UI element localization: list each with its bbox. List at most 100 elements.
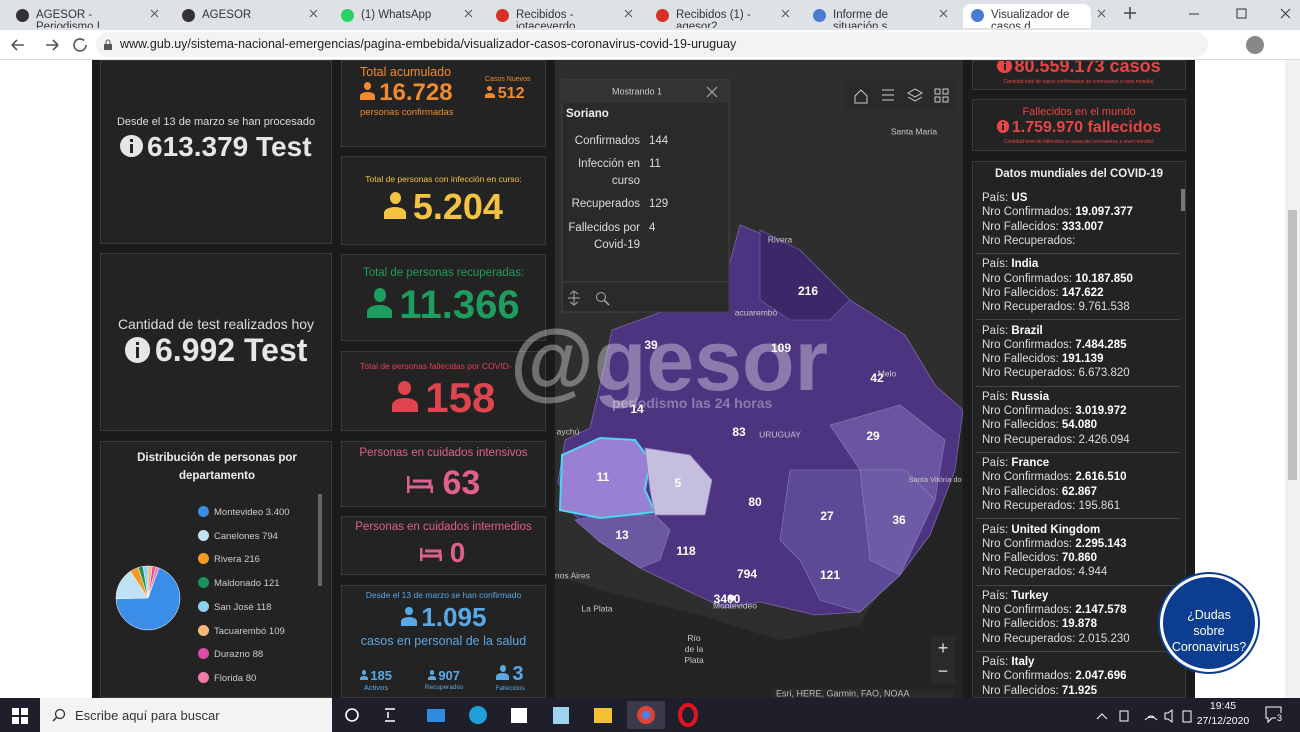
tab[interactable]: AGESOR - Periodismo I (8, 4, 144, 28)
layers-button[interactable] (906, 88, 924, 102)
legend-button[interactable] (882, 89, 894, 101)
legend-name: Tacuarembó (214, 625, 267, 637)
new-value: 512 (485, 85, 524, 103)
tray-icons[interactable] (1095, 708, 1195, 724)
city-marker (729, 595, 735, 601)
nav-buttons[interactable] (10, 37, 90, 53)
label: Cantidad de test realizados hoy (117, 316, 315, 332)
shape (1124, 7, 1136, 19)
search-box[interactable] (40, 698, 332, 732)
value: 80.559.173 casos (973, 61, 1185, 77)
tab[interactable]: Recibidos - jotaceverdo (488, 4, 618, 28)
home-button[interactable] (854, 89, 868, 104)
zoom-out[interactable]: − (938, 661, 949, 681)
pan-icon[interactable] (568, 290, 580, 306)
qr-button[interactable] (934, 88, 949, 103)
department-count: 80 (748, 495, 762, 509)
tab-icon (341, 9, 354, 22)
shape (464, 9, 473, 18)
popup-value: 4 (649, 222, 656, 234)
department-count: 83 (732, 425, 746, 439)
new-tab-button[interactable] (1123, 3, 1137, 26)
bed-icon (406, 476, 434, 493)
tab[interactable]: Recibidos (1) - agesor2 (648, 4, 775, 28)
close-icon (150, 9, 159, 18)
value: 11.366 (342, 283, 545, 328)
popup (561, 79, 730, 313)
label-line: Fallecidos por (568, 222, 640, 234)
shape (642, 711, 650, 719)
tab-close[interactable] (150, 9, 159, 21)
notification-icon[interactable] (1264, 705, 1284, 725)
tab-title: AGESOR (202, 9, 252, 21)
notification-count: 3 (1276, 713, 1284, 723)
world-deaths-card: Fallecidos en el mundo 1.759.970 falleci… (972, 99, 1186, 151)
place-name: Melo (878, 368, 897, 378)
value-text: 6.992 Test (155, 332, 308, 368)
start-button[interactable] (12, 708, 28, 724)
shape (104, 44, 112, 50)
popup-label: Recuperados (572, 198, 641, 210)
shape (54, 708, 66, 720)
icu-card: Personas en cuidados intensivos 63 (341, 441, 546, 507)
url: www.gub.uy/sistema-nacional-emergencias/… (120, 37, 737, 51)
shape (624, 9, 633, 18)
close-icon (624, 9, 633, 18)
label: Personas en cuidados intermedios (355, 521, 532, 533)
department-count: 216 (798, 284, 818, 298)
zoom-in[interactable]: + (938, 638, 949, 658)
tab[interactable]: (1) WhatsApp (333, 4, 458, 28)
recovered-value: 907 (418, 668, 470, 683)
list-scrollbar[interactable] (318, 494, 322, 586)
tab[interactable]: AGESOR (174, 4, 303, 28)
tab-close[interactable] (309, 9, 318, 21)
place-name: acuarembó (735, 307, 778, 317)
legend-item: Canelones 794 (198, 529, 278, 542)
person-icon (400, 606, 417, 627)
popup-value: 144 (649, 135, 669, 147)
omnibox[interactable] (96, 32, 1208, 57)
active-value: 185 (354, 668, 398, 683)
tests-today-card: Cantidad de test realizados hoy 6.992 Te… (100, 253, 332, 431)
department-count: 5 (675, 476, 682, 490)
label-line: Covid-19 (594, 239, 640, 251)
profile-avatar[interactable] (1246, 36, 1264, 54)
tab-close[interactable] (624, 9, 633, 21)
legend-value: 794 (262, 530, 278, 542)
zoom-to-handle[interactable] (603, 299, 610, 306)
value-text: 11.366 (399, 283, 520, 327)
value-text: 3 (512, 663, 524, 685)
label: Total acumulado (360, 65, 452, 79)
department-count: 27 (820, 509, 834, 523)
shape (11, 39, 59, 51)
value: 1.095 (342, 602, 545, 633)
list-scrollbar[interactable] (1181, 189, 1185, 211)
tab[interactable]: Visualizador de casos d (963, 4, 1091, 28)
value-text: 1.759.970 fallecidos (1011, 119, 1162, 136)
window-controls[interactable] (1185, 6, 1290, 22)
value-text: 158 (425, 374, 496, 421)
help-button[interactable]: ¿Dudas sobre Coronavirus? (1160, 574, 1258, 672)
tab-close[interactable] (464, 9, 473, 21)
shape (511, 708, 527, 723)
tab[interactable]: Informe de situación s (805, 4, 933, 28)
selected-department[interactable] (558, 436, 657, 520)
taskbar-apps[interactable] (340, 701, 710, 729)
popup-close[interactable] (706, 86, 718, 98)
shape (1097, 9, 1106, 18)
label: Personas en cuidados intensivos (359, 447, 528, 459)
legend-swatch (198, 600, 209, 612)
legend-item: Rivera 216 (198, 553, 260, 565)
shape (73, 38, 87, 52)
tab-close[interactable] (1097, 9, 1106, 21)
distribution-title: Distribución de personas por departament… (137, 452, 297, 482)
health-card: Desde el 13 de marzo se han confirmado 1… (341, 585, 546, 698)
department-count: 11 (597, 470, 610, 484)
sub: casos en personal de la salud (360, 634, 527, 648)
value: 6.992 Test (101, 332, 331, 369)
tab-close[interactable] (939, 9, 948, 21)
tab-close[interactable] (781, 9, 790, 21)
zoom-to-icon[interactable] (596, 292, 606, 302)
scroll-thumb[interactable] (1288, 210, 1297, 480)
